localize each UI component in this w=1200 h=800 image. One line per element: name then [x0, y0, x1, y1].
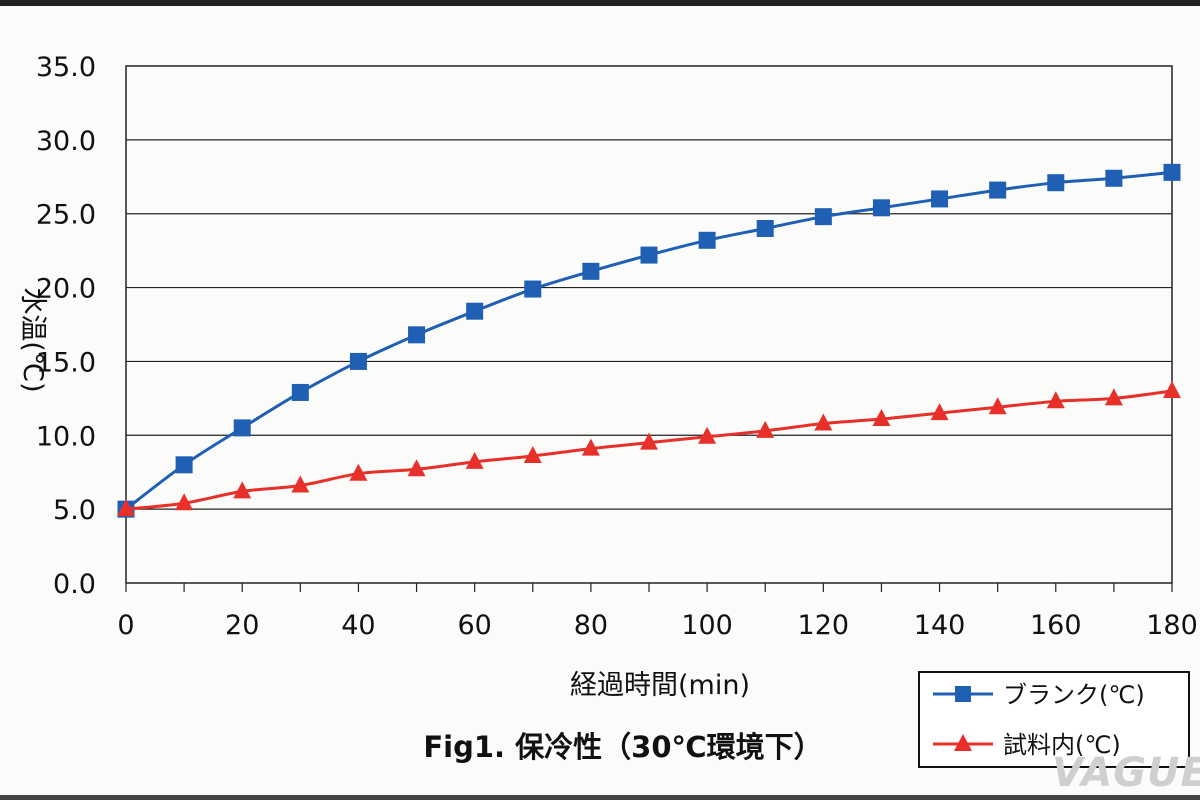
data-point-blank [175, 456, 193, 474]
data-point-blank [466, 302, 484, 320]
data-point-blank [756, 219, 774, 237]
x-tick-labels: 0 20 40 60 80 100 120 140 160 180 [117, 610, 1197, 641]
data-point-sample [930, 403, 949, 421]
data-point-sample [349, 463, 368, 481]
watermark-logo: VAGUE [1052, 750, 1200, 796]
x-tick-label: 20 [225, 610, 259, 641]
legend-marker-blank [955, 686, 971, 702]
legend-label-sample: 試料内(℃) [1003, 731, 1121, 759]
data-point-sample [1046, 391, 1065, 409]
legend-label-blank: ブランク(℃) [1003, 681, 1145, 709]
data-point-blank [1105, 169, 1123, 187]
data-point-blank [233, 419, 251, 437]
data-point-sample [581, 438, 600, 456]
data-point-blank [408, 326, 426, 344]
data-point-blank [931, 190, 949, 208]
x-tick-label: 100 [681, 610, 733, 641]
y-tick-label: 20.0 [36, 274, 96, 305]
x-tick-label: 80 [574, 610, 608, 641]
y-tick-label: 15.0 [36, 347, 96, 378]
gridlines [126, 139, 1172, 510]
y-tick-label: 0.0 [53, 569, 96, 600]
y-tick-label: 35.0 [36, 52, 96, 83]
data-point-blank [989, 181, 1007, 199]
y-tick-label: 30.0 [36, 126, 96, 157]
x-tick-label: 180 [1146, 610, 1198, 641]
scan-border-top [0, 0, 1200, 6]
data-point-blank [291, 383, 309, 401]
data-point-sample [756, 420, 775, 438]
y-tick-label: 10.0 [36, 421, 96, 452]
x-tick-label: 40 [341, 610, 375, 641]
x-tick-label: 140 [914, 610, 966, 641]
data-point-blank [349, 352, 367, 370]
x-tick-label: 0 [117, 610, 134, 641]
axes [125, 65, 1173, 592]
y-tick-label: 25.0 [36, 200, 96, 231]
data-point-sample [1104, 388, 1123, 406]
data-point-blank [640, 246, 658, 264]
legend: ブランク(℃) 試料内(℃) [918, 671, 1190, 768]
series-line-sample [125, 389, 1173, 511]
data-point-sample [640, 432, 658, 450]
data-point-sample [698, 426, 717, 444]
data-point-sample [465, 451, 484, 469]
x-tick-label: 160 [1030, 610, 1082, 641]
data-point-sample [233, 481, 252, 499]
data-point-sample [291, 475, 310, 493]
y-tick-labels: 0.0 5.0 10.0 15.0 20.0 25.0 30.0 35.0 [36, 52, 96, 600]
data-point-sample [407, 459, 426, 477]
data-point-sample [1163, 380, 1181, 398]
plot-area-border [125, 65, 1173, 584]
x-tick-label: 60 [457, 610, 491, 641]
data-point-blank [1163, 163, 1181, 181]
data-point-blank [814, 208, 832, 226]
data-point-sample [523, 445, 542, 463]
data-point-blank [1047, 174, 1065, 192]
series-line-blank [125, 170, 1173, 511]
data-point-blank [698, 231, 716, 249]
x-axis-label: 経過時間(min) [570, 670, 750, 701]
data-point-sample [814, 413, 833, 431]
scan-border-bottom [0, 795, 1200, 800]
legend-marker-sample [954, 734, 972, 751]
data-point-blank [872, 199, 890, 217]
data-point-blank [582, 262, 600, 280]
data-point-sample [872, 409, 891, 427]
chart-title: Fig1. 保冷性（30℃環境下） [423, 730, 822, 764]
x-tick-label: 120 [798, 610, 850, 641]
data-point-blank [524, 280, 542, 298]
data-point-sample [988, 397, 1007, 415]
y-tick-label: 5.0 [53, 495, 96, 526]
data-point-sample [175, 493, 194, 511]
data-point-sample [117, 499, 135, 517]
series-group [117, 163, 1181, 518]
y-axis-label: 水温(℃) [17, 287, 48, 392]
